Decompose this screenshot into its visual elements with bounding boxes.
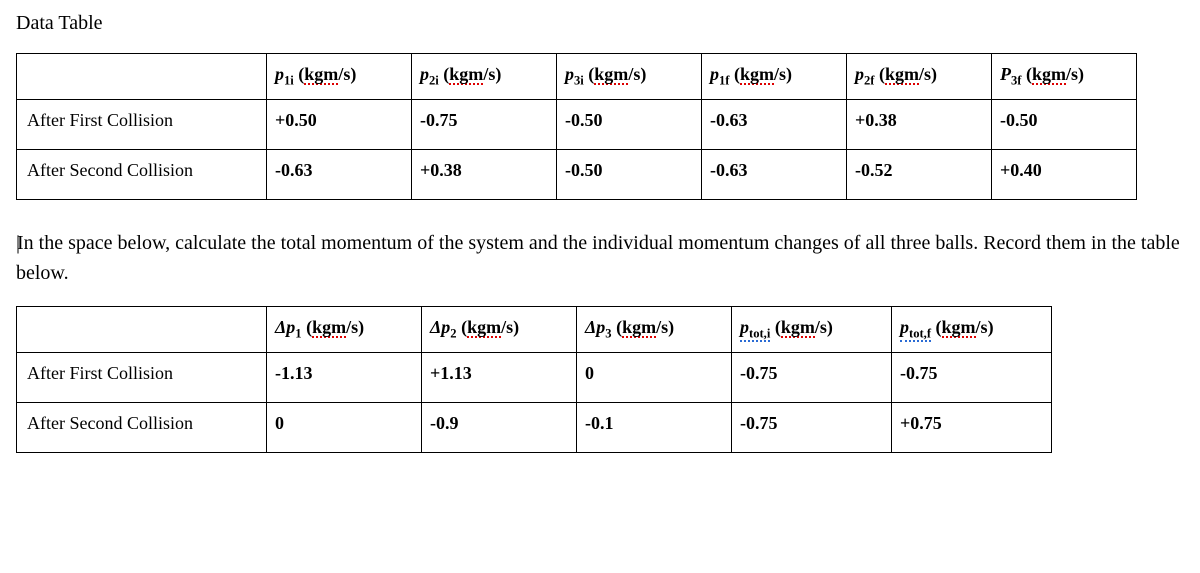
page-title: Data Table	[16, 12, 1184, 35]
cell-ptotf: +0.75	[892, 402, 1052, 452]
header-p1f: p1f (kgm/s)	[702, 54, 847, 100]
cell-p1i: -0.63	[267, 149, 412, 199]
momentum-table-1: p1i (kgm/s) p2i (kgm/s) p3i (kgm/s) p1f …	[16, 53, 1137, 200]
header-dp2: Δp2 (kgm/s)	[422, 306, 577, 352]
cell-dp3: 0	[577, 352, 732, 402]
header-ptotf: ptot,f (kgm/s)	[892, 306, 1052, 352]
header-dp3: Δp3 (kgm/s)	[577, 306, 732, 352]
cell-dp2: +1.13	[422, 352, 577, 402]
cell-p1f: -0.63	[702, 149, 847, 199]
cell-dp2: -0.9	[422, 402, 577, 452]
cell-p3f: -0.50	[992, 99, 1137, 149]
table-row: After First Collision -1.13 +1.13 0 -0.7…	[17, 352, 1052, 402]
header-p3f: P3f (kgm/s)	[992, 54, 1137, 100]
cell-dp1: -1.13	[267, 352, 422, 402]
header-blank	[17, 54, 267, 100]
row-label: After Second Collision	[17, 149, 267, 199]
header-p2f: p2f (kgm/s)	[847, 54, 992, 100]
row-label: After Second Collision	[17, 402, 267, 452]
table-header-row: p1i (kgm/s) p2i (kgm/s) p3i (kgm/s) p1f …	[17, 54, 1137, 100]
row-label: After First Collision	[17, 99, 267, 149]
table-row: After First Collision +0.50 -0.75 -0.50 …	[17, 99, 1137, 149]
cell-p2i: +0.38	[412, 149, 557, 199]
cell-p1i: +0.50	[267, 99, 412, 149]
table-header-row: Δp1 (kgm/s) Δp2 (kgm/s) Δp3 (kgm/s) ptot…	[17, 306, 1052, 352]
cell-p2f: +0.38	[847, 99, 992, 149]
cell-p3i: -0.50	[557, 99, 702, 149]
cell-dp1: 0	[267, 402, 422, 452]
header-ptoti: ptot,i (kgm/s)	[732, 306, 892, 352]
cell-dp3: -0.1	[577, 402, 732, 452]
cell-p2i: -0.75	[412, 99, 557, 149]
cell-ptotf: -0.75	[892, 352, 1052, 402]
header-p2i: p2i (kgm/s)	[412, 54, 557, 100]
cell-p2f: -0.52	[847, 149, 992, 199]
row-label: After First Collision	[17, 352, 267, 402]
cell-p3f: +0.40	[992, 149, 1137, 199]
cell-p1f: -0.63	[702, 99, 847, 149]
table-row: After Second Collision 0 -0.9 -0.1 -0.75…	[17, 402, 1052, 452]
momentum-table-2: Δp1 (kgm/s) Δp2 (kgm/s) Δp3 (kgm/s) ptot…	[16, 306, 1052, 453]
header-dp1: Δp1 (kgm/s)	[267, 306, 422, 352]
header-p1i: p1i (kgm/s)	[267, 54, 412, 100]
cell-ptoti: -0.75	[732, 352, 892, 402]
header-blank	[17, 306, 267, 352]
instruction-text: |In the space below, calculate the total…	[16, 228, 1184, 288]
cell-p3i: -0.50	[557, 149, 702, 199]
cell-ptoti: -0.75	[732, 402, 892, 452]
table-row: After Second Collision -0.63 +0.38 -0.50…	[17, 149, 1137, 199]
header-p3i: p3i (kgm/s)	[557, 54, 702, 100]
